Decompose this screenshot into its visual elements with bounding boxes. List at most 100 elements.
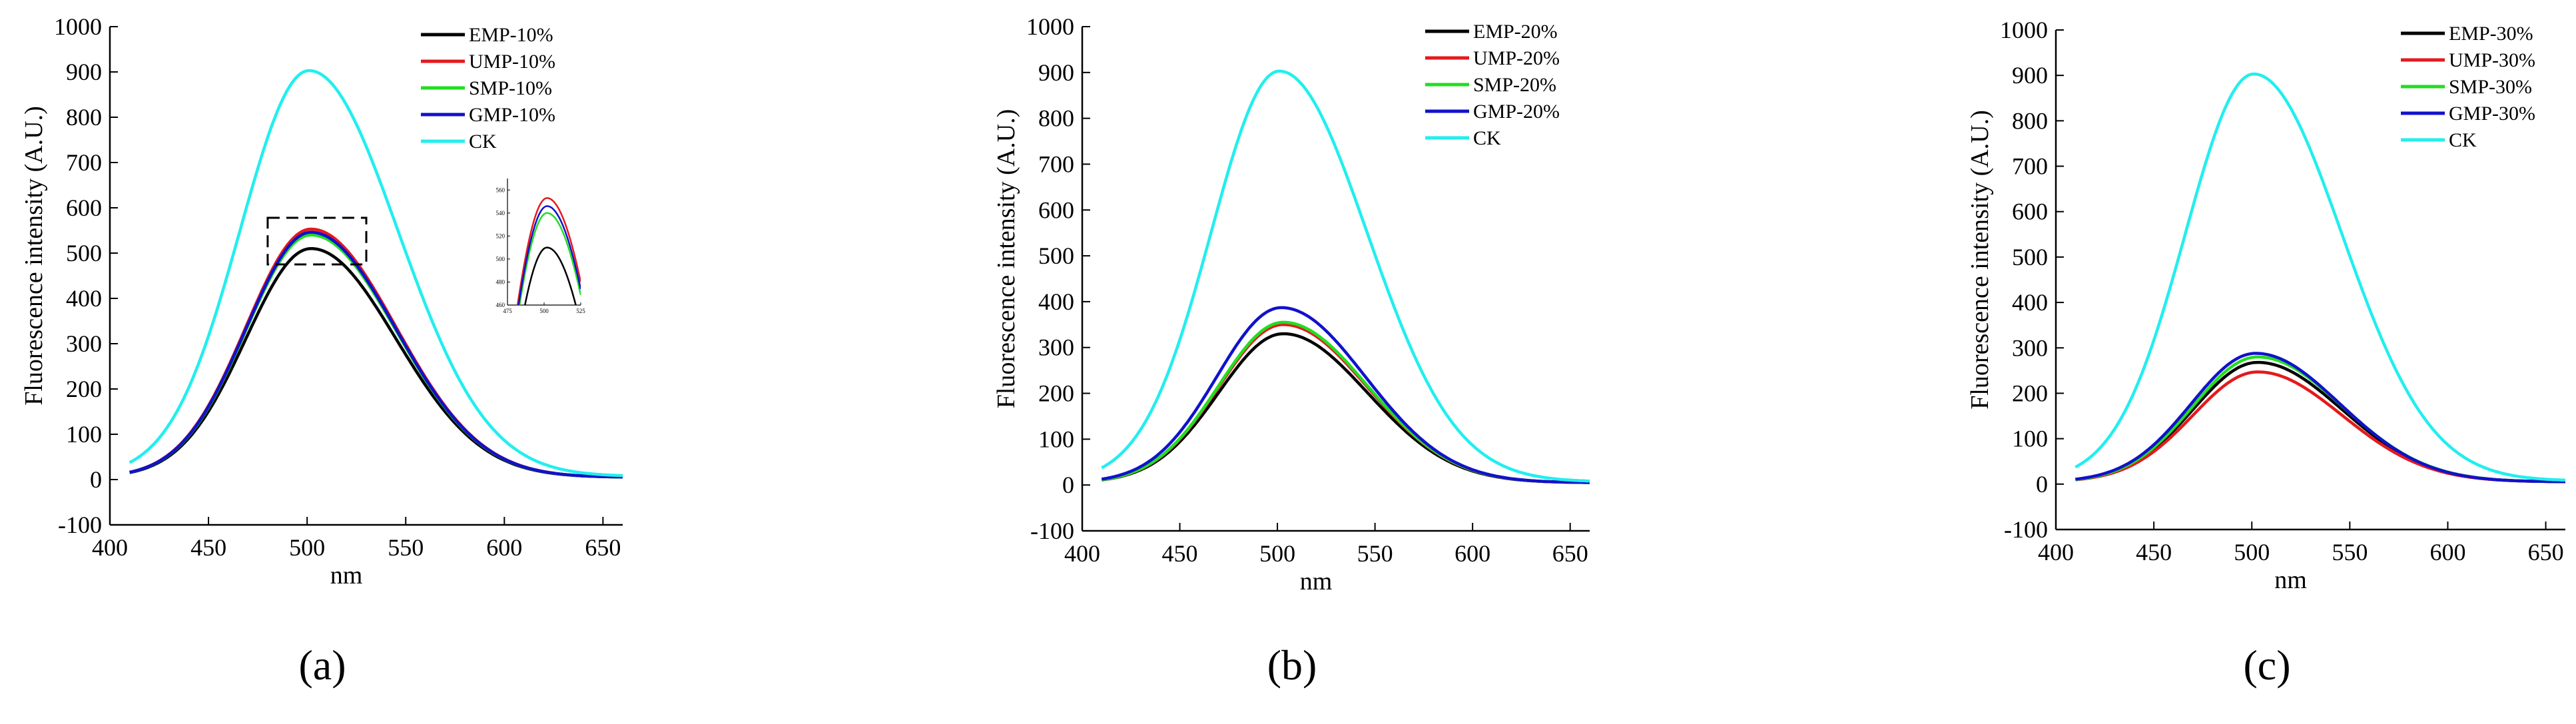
x-axis-title: nm	[330, 561, 363, 589]
y-tick-label: -100	[1030, 518, 1074, 544]
legend-label-ck: CK	[469, 131, 497, 153]
inset-y-tick-label: 460	[496, 302, 505, 308]
x-tick-label: 650	[585, 534, 621, 561]
legend-label-gmp: GMP-20%	[1473, 101, 1560, 123]
series-line-emp	[2075, 360, 2565, 484]
chart-panel-c: -100 0 100 200 300 400 500 600 700 800 900 1000 400 4…	[1966, 17, 2566, 689]
legend-label-ump: UMP-20%	[1473, 47, 1560, 69]
series-line-gmp	[2075, 352, 2565, 484]
legend-label-emp: EMP-10%	[469, 24, 553, 46]
y-tick-label: 1000	[54, 13, 102, 40]
x-tick-label: 400	[1064, 540, 1100, 567]
x-tick-label: 450	[190, 534, 226, 561]
y-tick-label: 100	[66, 421, 102, 448]
panel-label: (c)	[2243, 641, 2290, 689]
series-line-emp	[129, 246, 623, 479]
y-tick-label: 600	[2012, 198, 2048, 225]
series-line-smp	[1101, 320, 1590, 484]
x-tick-label: 450	[2136, 539, 2172, 565]
legend-label-gmp: GMP-10%	[469, 104, 555, 126]
y-tick-label: 400	[2012, 289, 2048, 316]
y-tick-label: 700	[1038, 151, 1074, 177]
y-axis-title: Fluorescence intensity (A.U.)	[20, 106, 48, 406]
inset-x-tick-label: 475	[503, 308, 512, 314]
x-tick-label: 600	[486, 534, 522, 561]
panel-label: (b)	[1267, 641, 1317, 689]
inset-x-tick-label: 500	[539, 308, 549, 314]
x-tick-label: 550	[388, 534, 424, 561]
legend: EMP-10% UMP-10% SMP-10% GMP-10% CK	[421, 24, 555, 153]
y-tick-label: 500	[66, 240, 102, 266]
y-tick-label: 500	[1038, 242, 1074, 269]
series-line-smp	[2075, 355, 2566, 484]
inset-x-tick-label: 525	[576, 308, 585, 314]
inset-y-tick-label: 540	[496, 210, 505, 216]
series-line-gmp	[129, 230, 623, 479]
y-tick-label: -100	[58, 512, 102, 538]
x-tick-label: 400	[92, 534, 128, 561]
legend-label-smp: SMP-30%	[2449, 76, 2532, 98]
y-tick-label: 100	[1038, 426, 1074, 452]
y-tick-label: 0	[90, 466, 102, 493]
y-tick-label: 600	[1038, 196, 1074, 223]
y-tick-label: 400	[66, 285, 102, 312]
x-tick-label: 600	[2429, 539, 2465, 565]
inset-chart: 460 480 500 520 540 560 475 500 525	[496, 179, 585, 314]
x-tick-label: 650	[1552, 540, 1588, 567]
y-axis-title: Fluorescence intensity (A.U.)	[1966, 110, 1994, 410]
series-line-ck	[129, 69, 623, 478]
inset-y-tick-label: 500	[496, 256, 505, 262]
y-tick-label: 500	[2012, 244, 2048, 270]
y-tick-label: -100	[2004, 516, 2048, 543]
legend-label-smp: SMP-20%	[1473, 74, 1556, 96]
y-tick-label: 200	[66, 376, 102, 402]
legend-label-ck: CK	[1473, 127, 1501, 149]
y-tick-label: 800	[2012, 107, 2048, 134]
inset-y-tick-label: 520	[496, 232, 505, 239]
legend-label-ump: UMP-10%	[469, 51, 555, 73]
panel-label: (a)	[298, 641, 346, 689]
x-tick-label: 450	[1162, 540, 1198, 567]
series-line-smp	[129, 233, 623, 479]
legend: EMP-20% UMP-20% SMP-20% GMP-20% CK	[1425, 21, 1560, 149]
y-tick-label: 200	[1038, 380, 1074, 407]
legend-label-emp: EMP-30%	[2449, 23, 2533, 45]
legend-label-ck: CK	[2449, 129, 2477, 151]
series-line-ck	[1101, 69, 1590, 483]
legend-label-smp: SMP-10%	[469, 77, 552, 99]
chart-panel-b: -100 0 100 200 300 400 500 600 700 800 900 1000 400 4…	[992, 13, 1590, 689]
inset-series-line-emp	[523, 246, 577, 305]
x-tick-label: 550	[2332, 539, 2368, 565]
y-tick-label: 0	[1062, 472, 1074, 498]
inset-series-line-smp	[518, 212, 581, 305]
x-tick-label: 400	[2038, 539, 2074, 565]
x-axis-title: nm	[1300, 567, 1333, 595]
inset-y-tick-label: 480	[496, 278, 505, 285]
y-tick-label: 0	[2036, 471, 2048, 498]
y-tick-label: 900	[1038, 59, 1074, 86]
legend-label-emp: EMP-20%	[1473, 21, 1558, 43]
y-axis-title: Fluorescence intensity (A.U.)	[992, 109, 1020, 409]
x-tick-label: 500	[2234, 539, 2270, 565]
legend-label-ump: UMP-30%	[2449, 49, 2535, 71]
y-tick-label: 900	[2012, 62, 2048, 89]
legend-label-gmp: GMP-30%	[2449, 103, 2535, 125]
y-tick-label: 600	[66, 194, 102, 221]
inset-series-line-ump	[516, 197, 581, 305]
series-line-gmp	[1101, 306, 1590, 484]
y-tick-label: 100	[2012, 426, 2048, 452]
series-line-ck	[2075, 72, 2566, 482]
y-tick-label: 200	[2012, 380, 2048, 406]
inset-y-tick-label: 560	[496, 186, 505, 193]
series-line-ump	[1101, 323, 1590, 484]
y-tick-label: 300	[66, 330, 102, 357]
y-tick-label: 900	[66, 59, 102, 85]
x-tick-label: 650	[2528, 539, 2564, 565]
y-tick-label: 300	[1038, 334, 1074, 361]
y-tick-label: 1000	[1026, 13, 1074, 40]
chart-panel-a: -100 0 100 200 300 400 500 600 700 800 900 1000 400 4…	[20, 13, 623, 689]
y-tick-label: 1000	[2000, 17, 2048, 43]
x-tick-label: 500	[1259, 540, 1295, 567]
y-tick-label: 800	[1038, 105, 1074, 132]
